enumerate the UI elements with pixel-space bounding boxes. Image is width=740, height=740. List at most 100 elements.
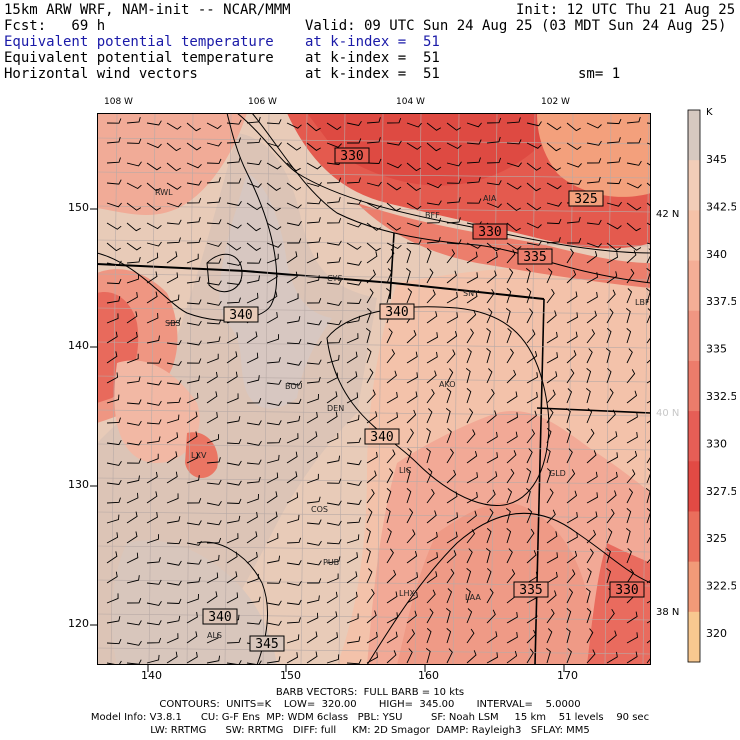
wind-barb bbox=[426, 628, 432, 644]
wind-barb bbox=[406, 610, 417, 624]
wind-barb bbox=[546, 552, 558, 564]
wind-barb bbox=[506, 412, 518, 424]
wind-barb bbox=[186, 593, 199, 604]
wind-barb bbox=[386, 202, 401, 212]
wind-barb bbox=[246, 331, 258, 344]
wind-barb bbox=[406, 202, 422, 210]
wind-barb bbox=[486, 631, 498, 644]
wind-barb bbox=[286, 634, 300, 644]
station-bou: BOU bbox=[285, 382, 303, 391]
colorbar-label: 330 bbox=[706, 437, 727, 450]
wind-barb bbox=[386, 328, 393, 344]
wind-barb bbox=[386, 468, 394, 484]
wind-barb bbox=[206, 520, 222, 526]
wind-barb bbox=[246, 493, 259, 504]
wind-barb bbox=[346, 199, 362, 205]
wind-barb bbox=[146, 252, 159, 264]
wind-barb bbox=[486, 288, 495, 304]
wind-barb bbox=[246, 202, 262, 211]
wind-barb bbox=[446, 568, 455, 584]
wind-barb bbox=[426, 510, 437, 524]
wind-barb bbox=[566, 312, 578, 324]
svg-text:340: 340 bbox=[208, 610, 231, 625]
wind-barb bbox=[526, 240, 542, 246]
station-cos: COS bbox=[311, 505, 328, 514]
svg-text:340: 340 bbox=[229, 308, 252, 323]
wind-barb bbox=[286, 316, 301, 324]
wind-barb bbox=[326, 539, 342, 545]
grid-y-label-150: 150 bbox=[68, 201, 89, 214]
wind-barb bbox=[306, 431, 318, 444]
wind-barb bbox=[646, 308, 651, 324]
wind-barb bbox=[506, 431, 518, 444]
contour-label-330-top: 330 bbox=[334, 147, 370, 164]
wind-barb bbox=[286, 293, 299, 304]
wind-barb bbox=[486, 471, 498, 484]
wind-barb bbox=[286, 122, 302, 129]
colorbar-swatch bbox=[688, 561, 700, 613]
wind-barb bbox=[266, 202, 281, 212]
wind-barb bbox=[366, 158, 382, 164]
wind-barb bbox=[566, 179, 582, 185]
wind-barb bbox=[286, 221, 302, 227]
colorbar-label: 340 bbox=[706, 248, 727, 261]
wind-barb bbox=[366, 269, 376, 284]
wind-barb bbox=[426, 289, 436, 304]
wind-barb bbox=[506, 632, 518, 644]
wind-barb bbox=[486, 410, 497, 424]
wind-barb bbox=[566, 388, 573, 404]
wind-barb bbox=[246, 511, 258, 524]
wind-barb bbox=[286, 514, 300, 524]
wind-barb bbox=[506, 162, 522, 168]
county-line bbox=[97, 409, 651, 417]
wind-barb bbox=[266, 454, 280, 464]
wind-barb bbox=[166, 580, 182, 586]
colorbar-frame bbox=[687, 109, 701, 663]
wind-barb bbox=[106, 593, 119, 604]
wind-barb bbox=[366, 411, 378, 424]
wind-barb bbox=[426, 468, 433, 484]
wind-barb bbox=[266, 253, 279, 264]
wind-barb bbox=[146, 380, 162, 386]
wind-barb bbox=[146, 534, 160, 544]
wind-barb bbox=[466, 568, 472, 584]
wind-barb bbox=[186, 358, 202, 364]
wind-barb bbox=[606, 490, 617, 504]
wind-barb bbox=[126, 311, 138, 324]
wind-barb bbox=[646, 657, 651, 664]
wind-barb bbox=[146, 579, 162, 585]
svg-text:330: 330 bbox=[478, 225, 501, 240]
wind-barb bbox=[386, 268, 393, 284]
county-line bbox=[97, 443, 651, 451]
wind-barb bbox=[466, 450, 478, 464]
contour-legend: CONTOURS: UNITS=K LOW= 320.00 HIGH= 345.… bbox=[159, 699, 581, 710]
wind-barb bbox=[146, 600, 162, 606]
wind-barb bbox=[286, 142, 302, 151]
wind-barb bbox=[166, 162, 181, 172]
wind-barb bbox=[406, 288, 413, 304]
wind-barb bbox=[406, 448, 412, 464]
wind-barb bbox=[346, 460, 362, 466]
station-gld: GLD bbox=[549, 469, 566, 478]
wind-barb bbox=[106, 331, 118, 344]
wind-barb bbox=[266, 291, 278, 304]
wind-barb bbox=[126, 182, 142, 190]
wind-barb bbox=[186, 431, 198, 444]
wind-barb bbox=[246, 258, 262, 264]
wind-barb bbox=[546, 468, 552, 484]
wind-barb bbox=[206, 219, 222, 225]
wind-barb bbox=[586, 568, 592, 584]
wind-barb bbox=[126, 274, 140, 284]
wind-barb bbox=[266, 511, 278, 524]
wind-barb bbox=[406, 330, 417, 344]
wind-barb bbox=[546, 142, 561, 152]
wind-barb bbox=[346, 177, 361, 184]
wind-barb bbox=[526, 448, 533, 464]
wind-barb bbox=[626, 450, 638, 464]
wind-barb bbox=[586, 291, 598, 304]
wind-barb bbox=[306, 612, 319, 624]
wind-barb bbox=[566, 428, 572, 444]
wind-barb bbox=[326, 391, 338, 404]
wind-barb bbox=[186, 253, 199, 264]
wind-barb bbox=[106, 514, 120, 524]
